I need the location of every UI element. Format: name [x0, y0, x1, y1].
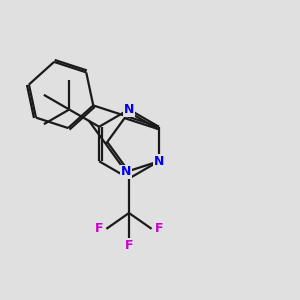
- Text: N: N: [124, 103, 134, 116]
- Text: F: F: [94, 222, 103, 235]
- Text: N: N: [121, 165, 131, 178]
- Text: F: F: [125, 238, 133, 252]
- Text: F: F: [155, 222, 164, 235]
- Text: N: N: [154, 155, 164, 168]
